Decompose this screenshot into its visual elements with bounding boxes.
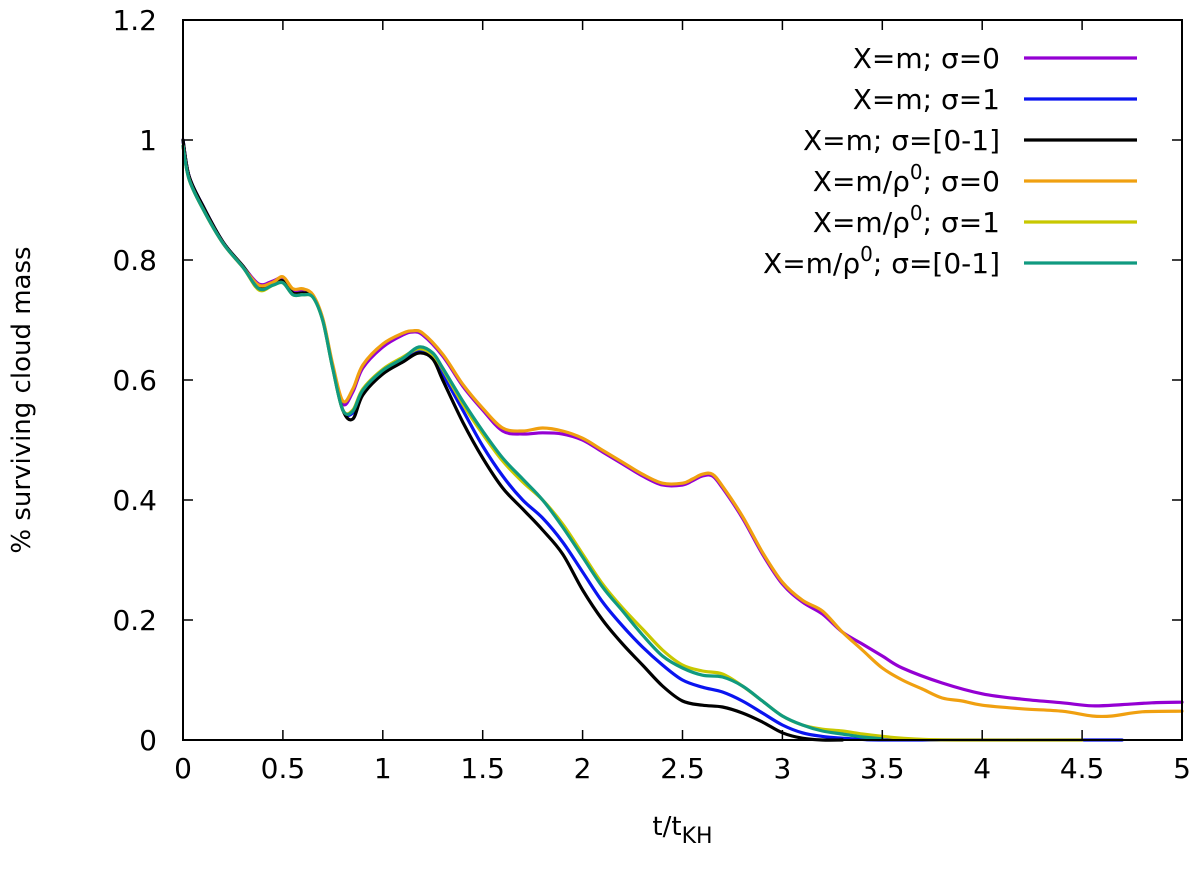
legend-entry-5: X=m/ρ0; σ=1 bbox=[813, 201, 1137, 239]
legend-label: X=m; σ=1 bbox=[853, 83, 1000, 116]
legend-entry-4: X=m/ρ0; σ=0 bbox=[813, 160, 1137, 198]
y-tick-label: 1 bbox=[139, 124, 157, 157]
y-tick-label: 0.4 bbox=[112, 484, 157, 517]
x-tick-label: 0 bbox=[174, 752, 192, 785]
x-axis-title-main: t/t bbox=[652, 812, 681, 842]
legend-label-main: X=m/ρ bbox=[763, 247, 860, 280]
y-tick-label: 0.6 bbox=[112, 364, 157, 397]
legend-label-superscript: 0 bbox=[910, 201, 923, 225]
series-line-3 bbox=[181, 138, 844, 742]
legend-label: X=m; σ=0 bbox=[853, 42, 1000, 75]
x-tick-label: 1 bbox=[374, 752, 392, 785]
x-tick-label: 0.5 bbox=[261, 752, 306, 785]
x-axis-title-subscript: KH bbox=[682, 824, 713, 849]
x-axis-title: t/tKH bbox=[652, 812, 712, 849]
legend-entry-2: X=m; σ=1 bbox=[853, 83, 1137, 116]
x-tick-label: 5 bbox=[1173, 752, 1191, 785]
plot-lines bbox=[181, 138, 1184, 742]
tick-labels: 0 0.5 1 1.5 2 2.5 3 3.5 4 4.5 5 0 0.2 0.4 0.6 0.8 1 1.2 bbox=[112, 4, 1190, 785]
legend-entry-3: X=m; σ=[0-1] bbox=[803, 124, 1137, 157]
x-tick-label: 3 bbox=[773, 752, 791, 785]
legend-label-main: X=m/ρ bbox=[813, 165, 910, 198]
legend-label: X=m; σ=[0-1] bbox=[803, 124, 1000, 157]
y-tick-label: 0.2 bbox=[112, 604, 157, 637]
legend-label-rest: ; σ=0 bbox=[923, 165, 1000, 198]
legend-entry-1: X=m; σ=0 bbox=[853, 42, 1137, 75]
x-tick-label: 4 bbox=[973, 752, 991, 785]
plot-frame bbox=[182, 19, 1183, 741]
x-tick-label: 2.5 bbox=[660, 752, 705, 785]
legend-entry-6: X=m/ρ0; σ=[0-1] bbox=[763, 242, 1137, 280]
x-tick-label: 2 bbox=[574, 752, 592, 785]
legend-label-main: X=m/ρ bbox=[813, 206, 910, 239]
x-tick-label: 4.5 bbox=[1060, 752, 1105, 785]
axis-titles: t/tKH % surviving cloud mass bbox=[7, 246, 713, 849]
legend-label-superscript: 0 bbox=[860, 242, 873, 266]
legend-label-rest: ; σ=[0-1] bbox=[873, 247, 1000, 280]
legend-label-superscript: 0 bbox=[910, 160, 923, 184]
legend: X=m; σ=0X=m; σ=1X=m; σ=[0-1]X=m/ρ0; σ=0X… bbox=[763, 42, 1137, 280]
y-tick-label: 1.2 bbox=[112, 4, 157, 37]
legend-label: X=m/ρ0; σ=1 bbox=[813, 201, 1000, 239]
y-tick-label: 0 bbox=[139, 724, 157, 757]
legend-label: X=m/ρ0; σ=0 bbox=[813, 160, 1000, 198]
x-tick-label: 3.5 bbox=[860, 752, 905, 785]
x-tick-label: 1.5 bbox=[460, 752, 505, 785]
y-axis-title: % surviving cloud mass bbox=[7, 246, 37, 553]
series-line-1 bbox=[181, 138, 1184, 708]
y-tick-label: 0.8 bbox=[112, 244, 157, 277]
axis-ticks bbox=[182, 19, 1183, 741]
series-line-4 bbox=[181, 144, 1184, 719]
legend-label-rest: ; σ=1 bbox=[923, 206, 1000, 239]
series-line-6 bbox=[181, 144, 884, 741]
legend-label: X=m/ρ0; σ=[0-1] bbox=[763, 242, 1000, 280]
